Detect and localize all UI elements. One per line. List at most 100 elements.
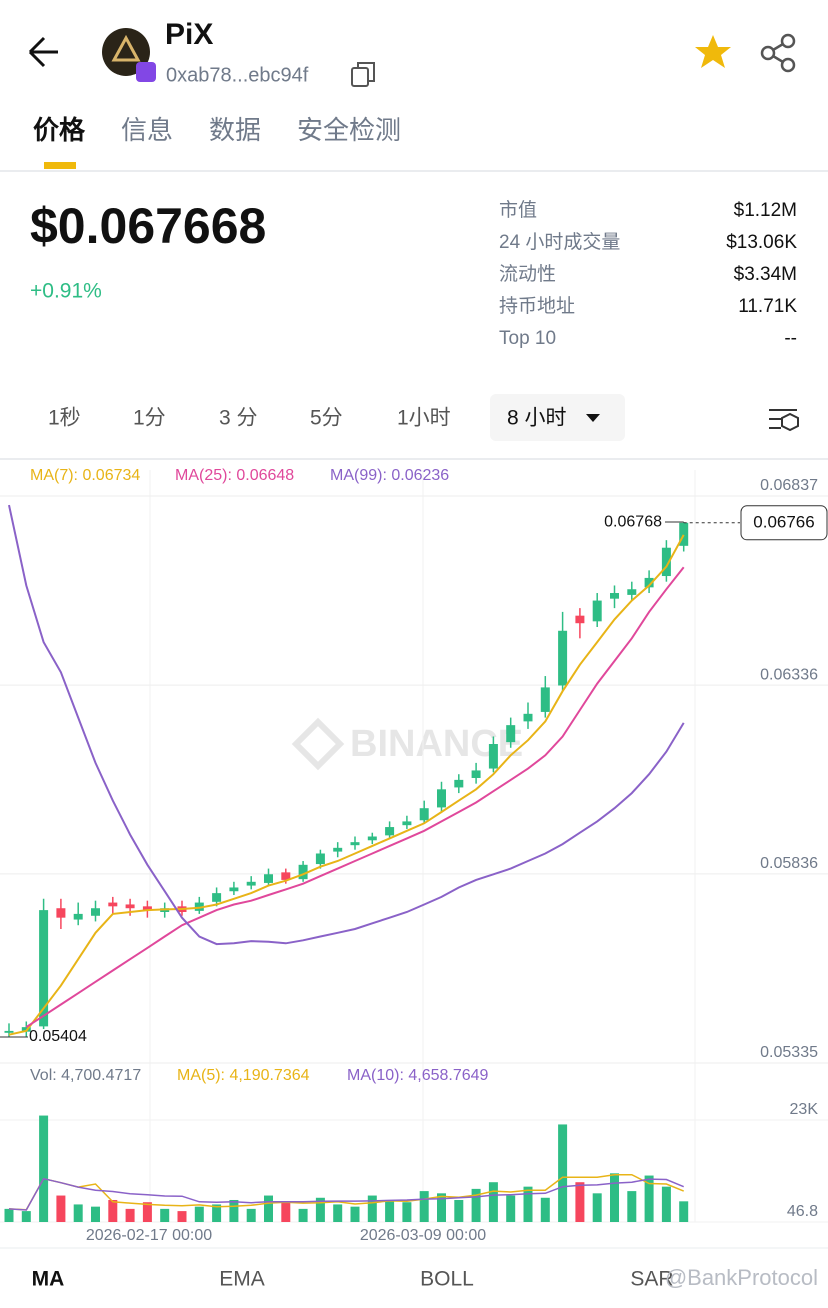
price: $0.067668 — [30, 198, 266, 254]
candle-body — [229, 887, 239, 892]
candle-body — [298, 864, 308, 880]
candle-body — [679, 522, 689, 546]
dropdown-arrow[interactable] — [586, 414, 600, 422]
volume-bar — [246, 1208, 256, 1222]
indicator-tab[interactable]: MA — [32, 1268, 65, 1291]
candle-body — [454, 779, 464, 788]
volume-bar — [108, 1199, 118, 1222]
low-label: 0.05404 — [29, 1028, 87, 1045]
tab[interactable]: 安全检测 — [297, 115, 401, 145]
chain-badge — [136, 62, 156, 82]
volume-bar — [56, 1195, 66, 1222]
back-button[interactable] — [28, 36, 58, 68]
volume-bar — [298, 1208, 308, 1222]
stat-label: 流动性 — [499, 263, 556, 285]
candle-body — [558, 630, 568, 686]
interval-selected-bg — [490, 394, 625, 441]
candle-body — [644, 577, 654, 588]
volume-bar — [540, 1197, 550, 1222]
volume-bar — [437, 1193, 446, 1222]
candle-body — [4, 1030, 14, 1033]
candle-body — [419, 808, 429, 821]
ma-legend: MA(99): 0.06236 — [330, 467, 449, 484]
stats: 市值 $1.12M 24 小时成交量 $13.06K 流动性 $3.34M 持币地址 11.7… — [499, 199, 797, 349]
candle-body — [627, 589, 637, 595]
tab[interactable]: 信息 — [121, 115, 173, 145]
volume-bar — [506, 1195, 516, 1222]
volume-bar — [558, 1124, 568, 1222]
volume-bar — [281, 1202, 291, 1222]
interval[interactable]: 1小时 — [397, 407, 451, 430]
candle-body — [610, 593, 619, 599]
indicator-tab[interactable]: BOLL — [420, 1268, 474, 1291]
interval[interactable]: 5分 — [310, 407, 343, 430]
candle-body — [523, 713, 533, 722]
interval[interactable]: 1分 — [133, 407, 166, 430]
tab-bar: 价格 信息 数据 安全检测 — [33, 115, 401, 145]
indicator-tab[interactable]: SAR — [630, 1268, 673, 1291]
interval-bar: 1秒 1分 3 分 5分 1小时 8 小时 — [48, 407, 567, 430]
volume-bar — [523, 1186, 533, 1222]
volume-legend: Vol: 4,700.4717 — [30, 1067, 141, 1084]
volume-bar — [454, 1199, 464, 1222]
favorite-star[interactable] — [695, 35, 731, 68]
stat-label: Top 10 — [499, 328, 556, 349]
share-icon[interactable] — [760, 33, 796, 73]
volume-bar — [229, 1199, 239, 1222]
stat-label: 持币地址 — [499, 295, 575, 317]
candle-body — [506, 725, 516, 743]
volume-bar — [264, 1195, 273, 1222]
copy-icon[interactable] — [351, 67, 369, 87]
volume-bar — [333, 1204, 343, 1222]
y-tick-label: 0.06837 — [760, 477, 818, 494]
credit: @BankProtocol — [665, 1265, 818, 1290]
volume-bar — [91, 1206, 100, 1222]
stat-label: 市值 — [499, 199, 537, 221]
volume-bar — [575, 1182, 585, 1222]
last-price: 0.06766 — [753, 512, 814, 531]
chart: 0.06837 0.06336 0.05836 0.05335 MA(7): 0.067… — [0, 467, 828, 1244]
stat-label: 24 小时成交量 — [499, 231, 620, 253]
candle-body — [402, 821, 412, 826]
volume-bar — [194, 1206, 204, 1222]
volume-bar — [4, 1208, 14, 1222]
volume-tick-label: 23K — [790, 1101, 819, 1118]
token-address: 0xab78...ebc94f — [166, 64, 309, 86]
copy-icon-back — [357, 62, 375, 82]
candle-body — [437, 789, 446, 808]
volume-legend: MA(10): 4,658.7649 — [347, 1067, 489, 1084]
candle-body — [125, 904, 135, 909]
stat-value: $13.06K — [726, 232, 797, 253]
candle-body — [56, 908, 66, 918]
chart-settings-icon[interactable] — [769, 409, 799, 432]
interval[interactable]: 3 分 — [219, 407, 258, 430]
indicator-tab[interactable]: EMA — [219, 1268, 265, 1291]
volume-bar — [592, 1193, 602, 1222]
volume-bar — [627, 1191, 637, 1222]
volume-bar — [367, 1195, 377, 1222]
candle-body — [471, 770, 481, 778]
volume-bar — [315, 1197, 325, 1222]
y-tick-label: 0.05836 — [760, 855, 818, 872]
tab-indicator — [44, 162, 76, 169]
stat-value: -- — [784, 328, 797, 349]
tab[interactable]: 价格 — [33, 115, 86, 145]
volume-ma-line — [8, 1173, 684, 1211]
candle-body — [592, 600, 602, 622]
candle-body — [488, 744, 498, 769]
interval[interactable]: 8 小时 — [507, 407, 567, 430]
ma-legend: MA(7): 0.06734 — [30, 467, 140, 484]
volume-bar — [177, 1211, 187, 1222]
volume-legend: MA(5): 4,190.7364 — [177, 1067, 310, 1084]
ma-line — [8, 534, 685, 1036]
interval[interactable]: 1秒 — [48, 407, 81, 430]
volume-bar — [385, 1199, 395, 1222]
candle-body — [39, 910, 49, 1027]
candle-body — [142, 906, 152, 911]
candle-body — [281, 872, 291, 880]
volume-bar — [21, 1211, 31, 1222]
candle-body — [385, 827, 395, 836]
tab[interactable]: 数据 — [209, 115, 261, 145]
stat-value: $1.12M — [734, 200, 797, 221]
